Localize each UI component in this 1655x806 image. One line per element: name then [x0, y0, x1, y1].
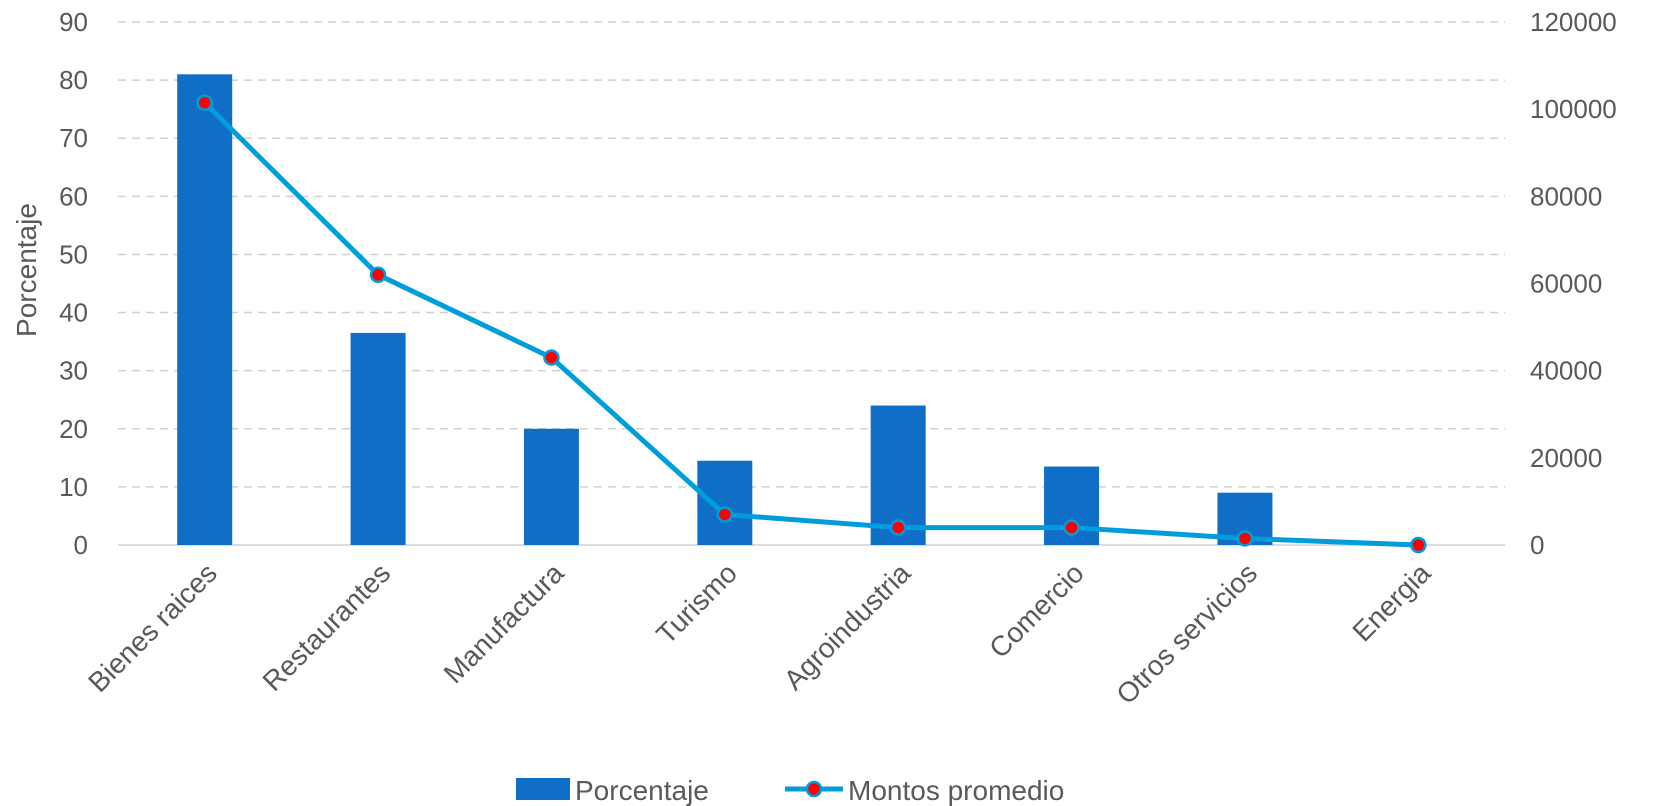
- x-category-label: Energia: [1346, 557, 1436, 647]
- bar: [350, 332, 406, 545]
- series-line: [202, 100, 1419, 548]
- category-labels: Bienes raices Restaurantes Manufactura Turi…: [82, 557, 1437, 710]
- legend-line-marker: [805, 780, 823, 798]
- y-left-tick-label: 10: [59, 472, 88, 502]
- line-point: [716, 506, 734, 523]
- line-point: [1410, 536, 1427, 554]
- y-left-tick-label: 30: [59, 356, 88, 386]
- x-category-label: Comercio: [983, 557, 1090, 664]
- x-category-label: Agroindustria: [778, 557, 917, 696]
- y-right-tick-label: 0: [1530, 530, 1544, 560]
- line-point: [369, 266, 387, 284]
- y-axis-title: Porcentaje: [11, 203, 42, 337]
- bar: [697, 460, 753, 545]
- x-category-label: Otros servicios: [1110, 557, 1263, 710]
- y-left-tick-label: 80: [59, 65, 88, 95]
- y-right-tick-label: 60000: [1530, 269, 1602, 299]
- line-point: [889, 519, 907, 536]
- y-left-tick-label: 40: [59, 298, 88, 328]
- bar-series: [177, 74, 1273, 546]
- line-point: [1063, 519, 1080, 536]
- y-left-tick-label: 0: [74, 530, 88, 560]
- y-left-tick-label: 50: [59, 239, 88, 269]
- x-category-label: Turismo: [650, 557, 743, 650]
- y-right-tick-label: 40000: [1530, 356, 1602, 386]
- y-right-tick-label: 80000: [1530, 181, 1602, 211]
- gridlines: [118, 21, 1505, 546]
- line-point: [543, 349, 560, 366]
- legend-bar-label: Porcentaje: [575, 775, 709, 806]
- x-category-label: Restaurantes: [257, 557, 397, 697]
- y-left-tick-label: 90: [59, 7, 88, 37]
- x-category-label: Manufactura: [438, 557, 570, 689]
- legend: Porcentaje Montos promedio: [516, 775, 1064, 806]
- x-category-label: Bienes raices: [82, 557, 223, 698]
- y-left-tick-label: 60: [59, 181, 88, 211]
- bar: [523, 428, 579, 545]
- y-left-tick-label: 70: [59, 123, 88, 153]
- legend-line-label: Montos promedio: [848, 775, 1064, 806]
- y-right-tick-label: 20000: [1530, 443, 1602, 473]
- line-series: [196, 94, 1427, 554]
- bar: [177, 74, 233, 546]
- left-axis-ticks: 0 10 20 30 40 50 60 70 80 90: [59, 7, 88, 560]
- y-right-tick-label: 100000: [1530, 94, 1617, 124]
- y-left-tick-label: 20: [59, 414, 88, 444]
- line-point: [1236, 530, 1254, 547]
- right-axis-ticks: 0 20000 40000 60000 80000 100000 120000: [1530, 7, 1617, 560]
- legend-bar-swatch: [516, 778, 570, 800]
- line-point: [196, 94, 213, 111]
- y-right-tick-label: 120000: [1530, 7, 1617, 37]
